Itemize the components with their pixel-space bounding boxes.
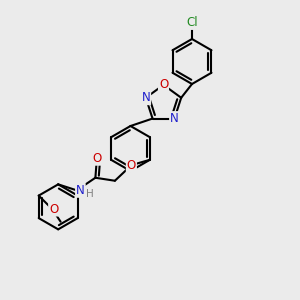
Text: N: N — [76, 184, 85, 197]
Text: Cl: Cl — [186, 16, 198, 29]
Text: O: O — [127, 159, 136, 172]
Text: O: O — [159, 78, 168, 92]
Text: N: N — [170, 112, 179, 125]
Text: N: N — [141, 91, 150, 104]
Text: O: O — [92, 152, 101, 165]
Text: H: H — [85, 189, 93, 199]
Text: O: O — [49, 202, 58, 216]
